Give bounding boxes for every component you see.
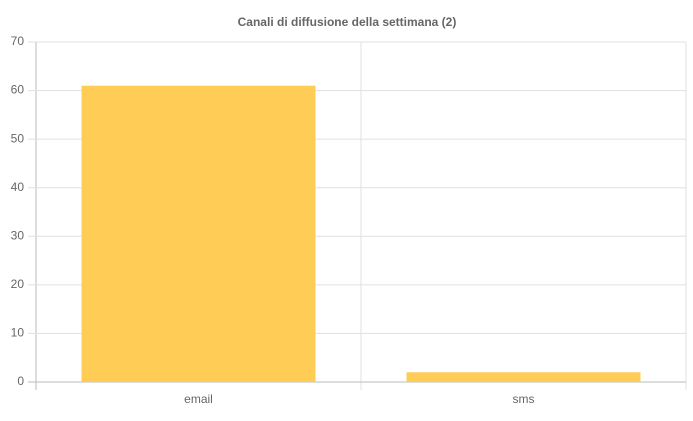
y-tick-label: 10 (11, 326, 25, 340)
bar (406, 372, 641, 382)
y-tick-label: 40 (11, 180, 25, 194)
y-tick-label: 0 (17, 374, 24, 388)
x-tick-label: sms (513, 392, 535, 406)
y-tick-label: 60 (11, 83, 25, 97)
y-tick-label: 70 (11, 34, 25, 48)
chart-title: Canali di diffusione della settimana (2) (238, 15, 457, 29)
y-tick-label: 30 (11, 228, 25, 242)
x-tick-label: email (184, 392, 213, 406)
bar (81, 85, 316, 382)
y-tick-label: 20 (11, 277, 25, 291)
y-tick-label: 50 (11, 131, 25, 145)
